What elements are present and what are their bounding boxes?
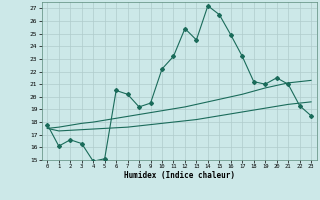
X-axis label: Humidex (Indice chaleur): Humidex (Indice chaleur) [124, 171, 235, 180]
